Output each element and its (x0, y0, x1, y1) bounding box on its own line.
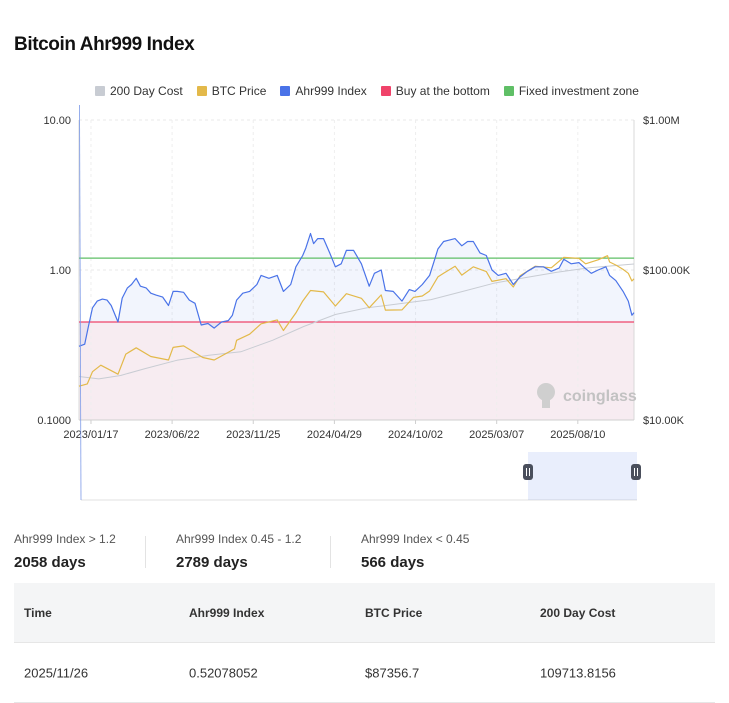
ahr999-area (79, 233, 634, 347)
series-line-ahr999-index (78, 232, 635, 347)
buy-zone-shade (79, 322, 634, 420)
watermark-text: coinglass (563, 388, 637, 405)
legend-label: Fixed investment zone (518, 84, 639, 98)
y-right-tick-label: $100.00K (643, 265, 691, 277)
series-line-200-day-cost (78, 263, 635, 380)
chart-legend: 200 Day Cost BTC Price Ahr999 Index Buy … (95, 84, 639, 98)
cell-200-day-cost: 109713.8156 (540, 665, 616, 680)
stat-label: Ahr999 Index 0.45 - 1.2 (176, 532, 302, 546)
ahr999-chart[interactable]: 10.00 1.00 0.1000 $1.00M $100.00K $10.00K 2023… (0, 105, 729, 510)
stat-value: 2789 days (176, 554, 248, 571)
y-right-tick-label: $1.00M (643, 115, 680, 127)
x-tick-label: 2023/06/22 (145, 429, 200, 441)
x-tick-label: 2025/08/10 (550, 429, 605, 441)
legend-item-ahr999-index[interactable]: Ahr999 Index (280, 84, 367, 98)
cell-time: 2025/11/26 (24, 665, 89, 680)
y-left-tick-label: 10.00 (43, 115, 71, 127)
table-row: 2025/11/26 0.52078052 $87356.7 109713.81… (14, 643, 715, 703)
stat-value: 2058 days (14, 554, 86, 571)
x-tick-label: 2025/03/07 (469, 429, 524, 441)
legend-swatch (280, 86, 291, 96)
navigator-series (79, 105, 82, 501)
stat-label: Ahr999 Index > 1.2 (14, 532, 116, 546)
x-tick-label: 2024/04/29 (307, 429, 362, 441)
x-tick-label: 2023/01/17 (63, 429, 118, 441)
cell-ahr999-index: 0.52078052 (189, 665, 258, 680)
navigator-handle-right[interactable] (631, 464, 641, 480)
y-left-tick-label: 1.00 (50, 265, 71, 277)
stat-divider (145, 536, 146, 568)
data-table: Time Ahr999 Index BTC Price 200 Day Cost… (14, 583, 715, 703)
page-title: Bitcoin Ahr999 Index (14, 34, 195, 55)
legend-label: 200 Day Cost (110, 84, 183, 98)
legend-swatch (95, 86, 105, 96)
legend-swatch (380, 86, 391, 96)
header-time[interactable]: Time (24, 605, 52, 620)
legend-label: Ahr999 Index (295, 84, 367, 98)
legend-item-fixed-investment-zone[interactable]: Fixed investment zone (503, 84, 639, 98)
legend-item-btc-price[interactable]: BTC Price (196, 84, 267, 98)
legend-label: Buy at the bottom (395, 84, 490, 98)
legend-swatch (503, 86, 514, 96)
navigator-handle-left[interactable] (523, 464, 533, 480)
cell-btc-price: $87356.7 (365, 665, 420, 680)
header-ahr999-index[interactable]: Ahr999 Index (189, 605, 265, 620)
legend-swatch (196, 86, 207, 96)
legend-label: BTC Price (211, 84, 267, 98)
header-200-day-cost[interactable]: 200 Day Cost (540, 605, 616, 620)
series-line-btc-price (78, 255, 635, 387)
stat-below-0-45: Ahr999 Index < 0.45 566 days (361, 532, 469, 571)
legend-item-buy-at-bottom[interactable]: Buy at the bottom (380, 84, 490, 98)
y-left-tick-label: 0.1000 (37, 415, 71, 427)
stat-between: Ahr999 Index 0.45 - 1.2 2789 days (176, 532, 301, 571)
y-right-tick-label: $10.00K (643, 415, 685, 427)
stats-bar: Ahr999 Index > 1.2 2058 days Ahr999 Inde… (14, 532, 714, 572)
stat-label: Ahr999 Index < 0.45 (361, 532, 470, 546)
x-tick-label: 2024/10/02 (388, 429, 443, 441)
x-tick-label: 2023/11/25 (226, 429, 280, 441)
coinglass-logo-icon (537, 383, 555, 401)
stat-divider (330, 536, 331, 568)
stat-value: 566 days (361, 554, 425, 571)
table-header: Time Ahr999 Index BTC Price 200 Day Cost (14, 583, 715, 643)
stat-above-1-2: Ahr999 Index > 1.2 2058 days (14, 532, 116, 571)
legend-item-200-day-cost[interactable]: 200 Day Cost (95, 84, 183, 98)
navigator-selection[interactable] (528, 452, 637, 500)
coinglass-logo-icon-base (542, 398, 550, 408)
header-btc-price[interactable]: BTC Price (365, 605, 423, 620)
